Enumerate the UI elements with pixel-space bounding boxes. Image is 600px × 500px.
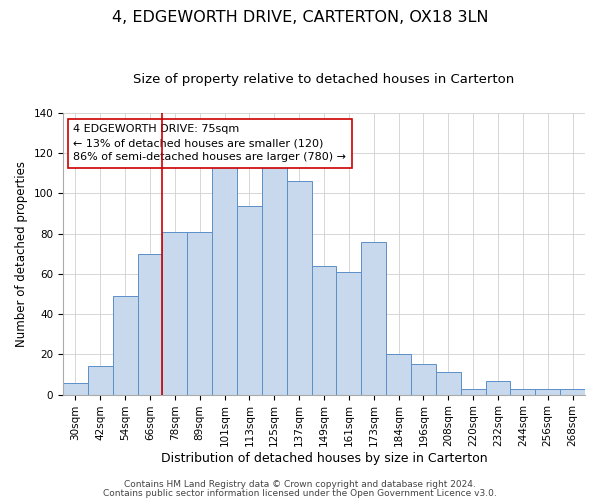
Bar xyxy=(113,296,137,394)
Bar xyxy=(386,354,411,395)
Bar xyxy=(361,242,386,394)
Bar xyxy=(262,164,287,394)
Title: Size of property relative to detached houses in Carterton: Size of property relative to detached ho… xyxy=(133,72,515,86)
Text: Contains public sector information licensed under the Open Government Licence v3: Contains public sector information licen… xyxy=(103,488,497,498)
Bar xyxy=(535,388,560,394)
Bar xyxy=(63,382,88,394)
Bar xyxy=(311,266,337,394)
Bar xyxy=(461,388,485,394)
Y-axis label: Number of detached properties: Number of detached properties xyxy=(15,161,28,347)
Bar xyxy=(163,232,187,394)
Bar xyxy=(187,232,212,394)
Bar xyxy=(88,366,113,394)
Bar xyxy=(287,182,311,394)
Bar xyxy=(212,168,237,394)
Bar xyxy=(436,372,461,394)
X-axis label: Distribution of detached houses by size in Carterton: Distribution of detached houses by size … xyxy=(161,452,487,465)
Bar xyxy=(237,206,262,394)
Text: 4, EDGEWORTH DRIVE, CARTERTON, OX18 3LN: 4, EDGEWORTH DRIVE, CARTERTON, OX18 3LN xyxy=(112,10,488,25)
Bar xyxy=(337,272,361,394)
Text: Contains HM Land Registry data © Crown copyright and database right 2024.: Contains HM Land Registry data © Crown c… xyxy=(124,480,476,489)
Text: 4 EDGEWORTH DRIVE: 75sqm
← 13% of detached houses are smaller (120)
86% of semi-: 4 EDGEWORTH DRIVE: 75sqm ← 13% of detach… xyxy=(73,124,346,162)
Bar xyxy=(137,254,163,394)
Bar xyxy=(485,380,511,394)
Bar xyxy=(511,388,535,394)
Bar xyxy=(411,364,436,394)
Bar xyxy=(560,388,585,394)
